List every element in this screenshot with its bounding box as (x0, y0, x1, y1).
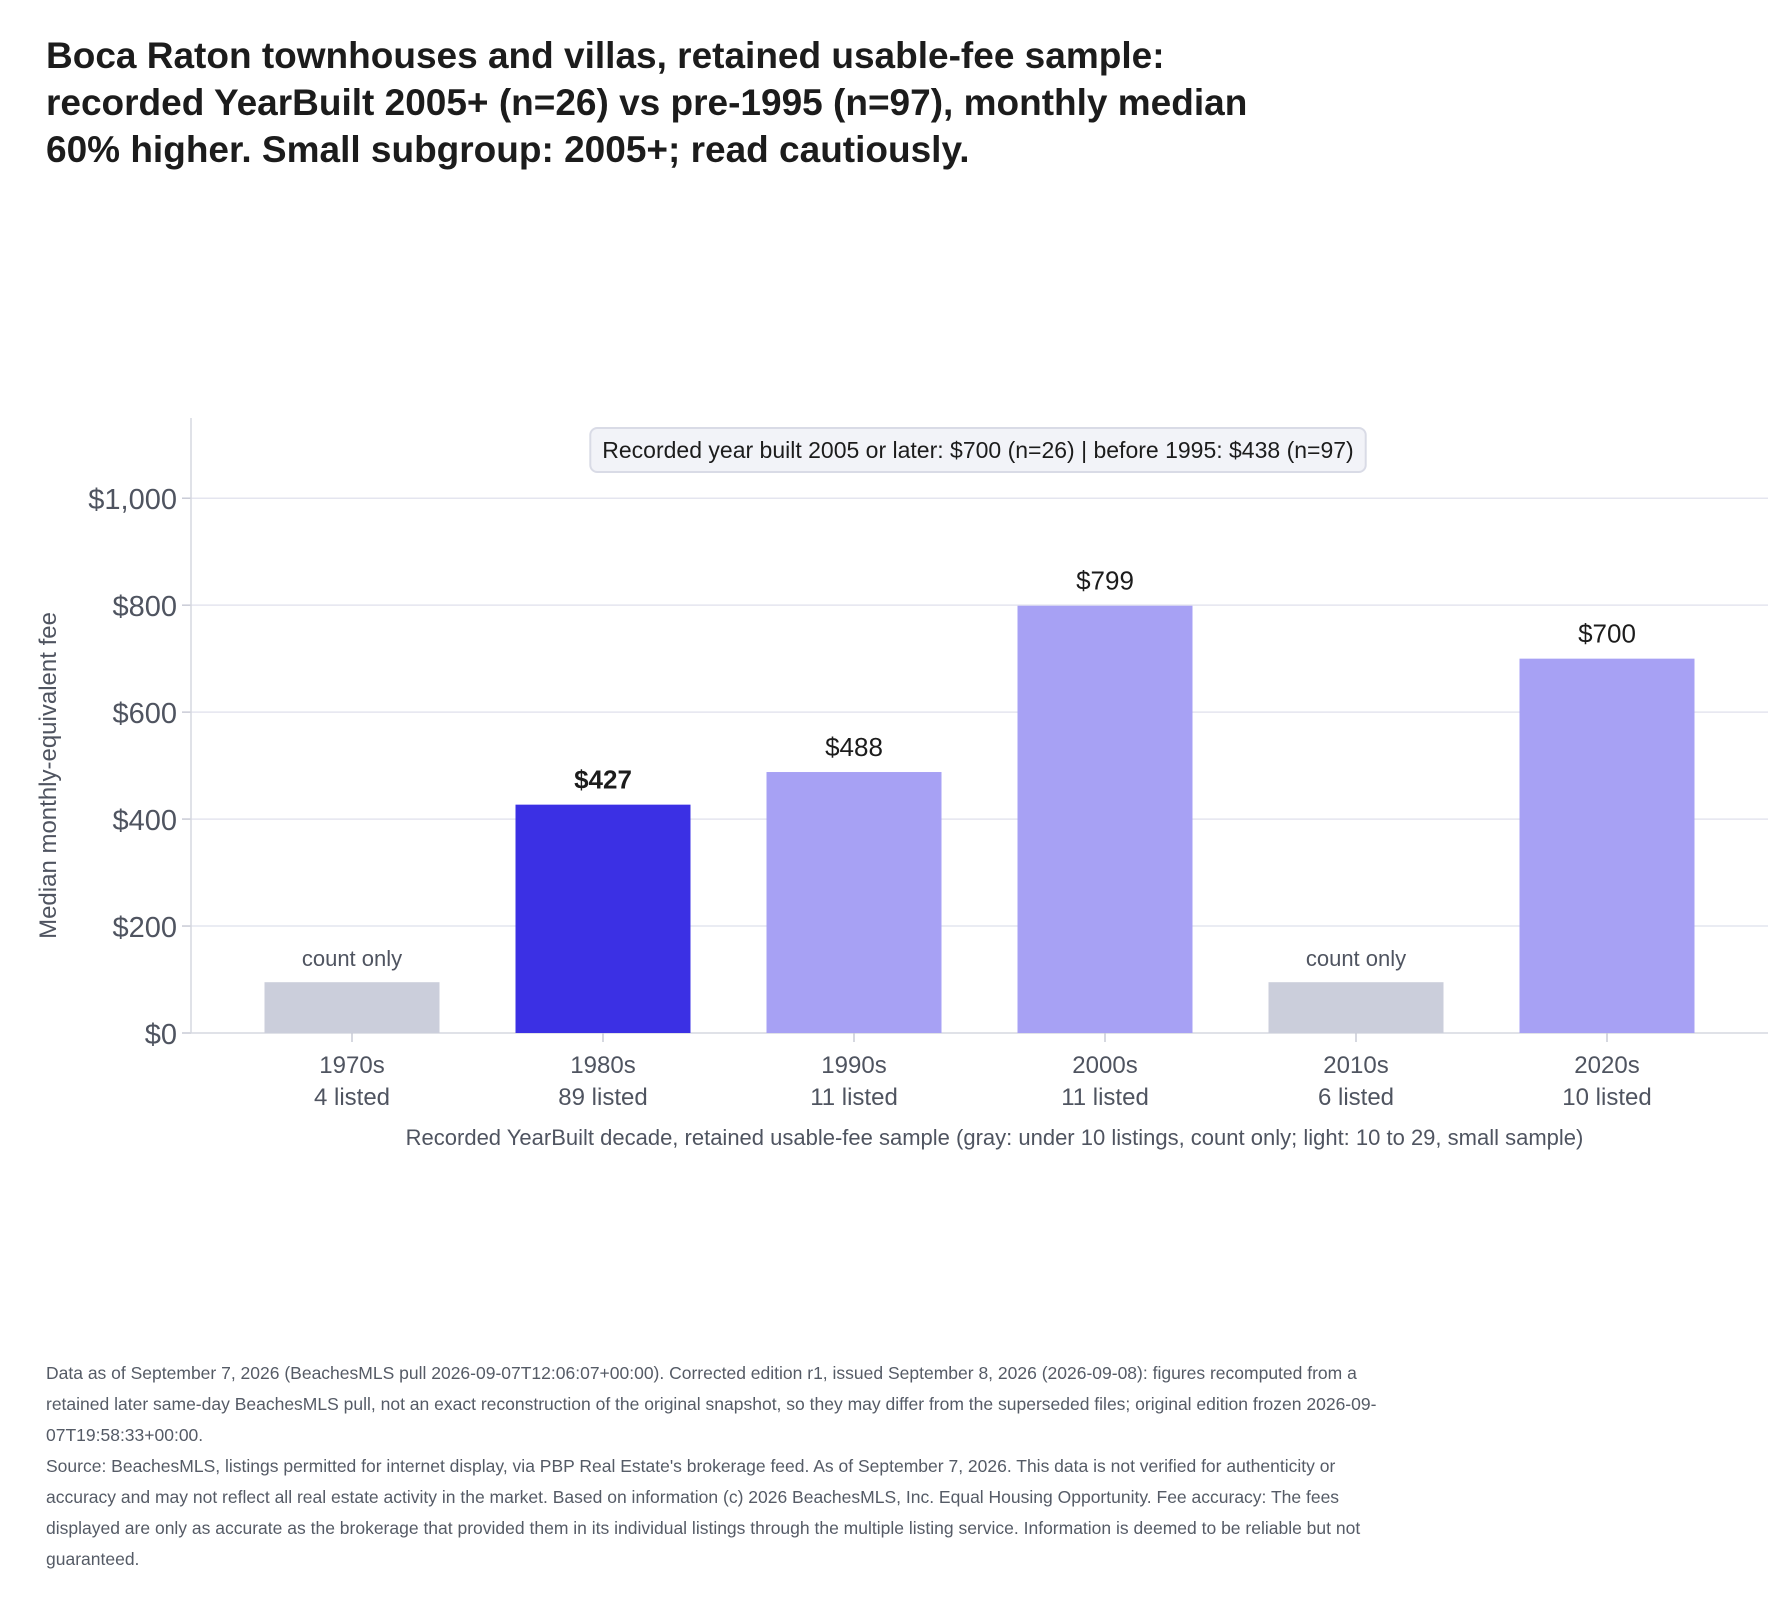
bar-1970s (264, 982, 440, 1033)
x-tick-label: 2000s (1072, 1052, 1137, 1079)
bar-2000s (1017, 605, 1193, 1033)
x-tick-count-label: 11 listed (1061, 1084, 1149, 1111)
bar-value-label: count only (1306, 946, 1406, 971)
footer-source-note: Source: BeachesMLS, listings permitted f… (46, 1456, 1361, 1569)
footer-data-note: Data as of September 7, 2026 (BeachesMLS… (46, 1363, 1377, 1445)
x-tick-label: 1970s (319, 1052, 384, 1079)
chart-title-line-3: 60% higher. Small subgroup: 2005+; read … (46, 129, 970, 170)
annotation-text: Recorded year built 2005 or later: $700 … (602, 437, 1353, 463)
bar-value-label: $488 (825, 732, 883, 762)
y-tick-label: $600 (112, 698, 177, 730)
y-tick-label: $1,000 (88, 484, 177, 516)
chart-title-line-1: Boca Raton townhouses and villas, retain… (46, 35, 1165, 76)
bar-2020s (1519, 658, 1695, 1033)
x-tick-count-label: 10 listed (1562, 1084, 1651, 1111)
x-tick-count-label: 6 listed (1318, 1084, 1394, 1111)
bar-value-label: $427 (574, 765, 632, 795)
x-tick-label: 2010s (1323, 1052, 1388, 1079)
bar-value-label: $700 (1578, 619, 1636, 649)
bar-2010s (1268, 982, 1444, 1033)
chart-title: Boca Raton townhouses and villas, retain… (46, 32, 1346, 173)
x-tick-label: 1980s (570, 1052, 635, 1079)
bar-value-label: count only (302, 946, 402, 971)
x-tick-count-label: 89 listed (558, 1084, 647, 1111)
bar-1990s (766, 772, 942, 1033)
bar-chart: $0 $200 $400 $600 $800 $1,000 Median monthly-e… (35, 418, 1768, 1150)
bar-value-label: $799 (1076, 566, 1134, 596)
x-axis-label: Recorded YearBuilt decade, retained usab… (406, 1125, 1584, 1150)
y-axis-label: Median monthly-equivalent fee (35, 612, 62, 939)
y-tick-label: $200 (112, 912, 177, 944)
footer-notes: Data as of September 7, 2026 (BeachesMLS… (46, 1358, 1386, 1575)
x-tick-count-label: 4 listed (314, 1084, 390, 1111)
y-tick-label: $400 (112, 805, 177, 837)
x-tick-label: 2020s (1574, 1052, 1639, 1079)
y-tick-label: $0 (145, 1019, 177, 1051)
annotation-box (589, 427, 1367, 473)
bar-1980s (515, 804, 691, 1033)
chart-title-line-2: recorded YearBuilt 2005+ (n=26) vs pre-1… (46, 82, 1248, 123)
x-tick-count-label: 11 listed (810, 1084, 898, 1111)
y-tick-label: $800 (112, 591, 177, 623)
x-tick-label: 1990s (821, 1052, 886, 1079)
